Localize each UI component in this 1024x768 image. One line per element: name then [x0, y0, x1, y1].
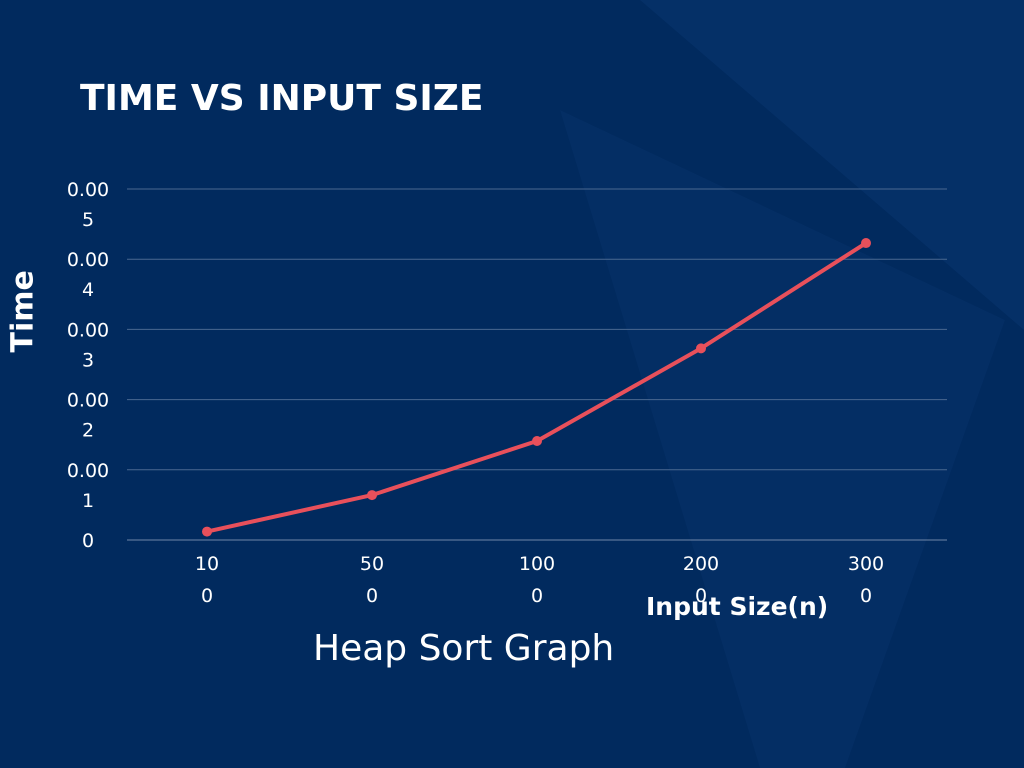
data-point [367, 490, 377, 501]
x-tick-label: 50 0 [360, 553, 384, 607]
y-tick-label: 0.00 1 [67, 460, 109, 512]
x-tick-label: 100 0 [519, 553, 555, 607]
y-tick-label: 0.00 4 [67, 249, 109, 301]
data-point [202, 526, 212, 537]
chart-caption: Heap Sort Graph [313, 628, 615, 669]
chart-title: TIME VS INPUT SIZE [80, 78, 484, 119]
y-tick-label: 0.00 5 [67, 179, 109, 231]
y-tick-label: 0 [82, 530, 94, 552]
x-tick-label: 300 0 [848, 553, 884, 607]
y-tick-label: 0.00 3 [67, 319, 109, 371]
x-tick-label: 200 0 [683, 553, 719, 607]
series-line [206, 241, 868, 534]
y-tick-label: 0.00 2 [67, 390, 109, 442]
data-point [861, 238, 871, 249]
x-axis-label: Input Size(n) [646, 592, 829, 621]
x-tick-label: 10 0 [195, 553, 219, 607]
data-point [532, 436, 542, 447]
data-point [696, 343, 706, 354]
